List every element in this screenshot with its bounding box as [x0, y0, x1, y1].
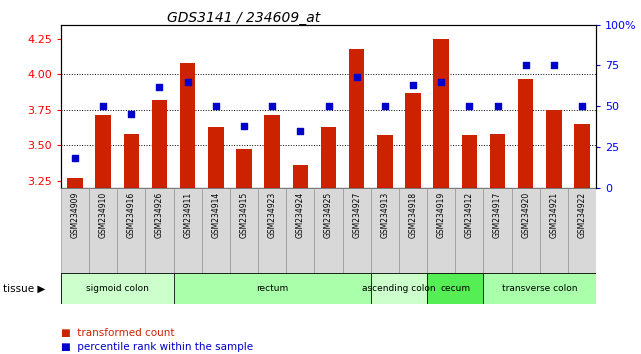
Point	[126, 112, 137, 117]
Bar	[230, 188, 258, 273]
Bar	[490, 134, 505, 188]
Bar	[455, 188, 483, 273]
Bar	[568, 188, 596, 273]
Text: cecum: cecum	[440, 284, 470, 293]
Text: tissue ▶: tissue ▶	[3, 284, 46, 293]
Text: transverse colon: transverse colon	[502, 284, 578, 293]
Bar	[61, 273, 174, 304]
Bar	[370, 273, 427, 304]
Point	[296, 128, 306, 133]
Point	[520, 63, 531, 68]
Text: GSM234916: GSM234916	[127, 192, 136, 238]
Point	[464, 103, 474, 109]
Text: GSM234910: GSM234910	[99, 192, 108, 238]
Bar	[483, 273, 596, 304]
Point	[239, 123, 249, 129]
Bar	[292, 165, 308, 188]
Point	[183, 79, 193, 85]
Text: GSM234923: GSM234923	[268, 192, 277, 238]
Bar	[349, 49, 365, 188]
Bar	[405, 93, 420, 188]
Bar	[462, 135, 477, 188]
Bar	[61, 188, 89, 273]
Text: GSM234912: GSM234912	[465, 192, 474, 238]
Point	[549, 63, 559, 68]
Bar	[483, 188, 512, 273]
Bar	[342, 188, 370, 273]
Bar	[427, 273, 483, 304]
Bar	[180, 63, 196, 188]
Bar	[96, 115, 111, 188]
Bar	[67, 178, 83, 188]
Text: GSM234911: GSM234911	[183, 192, 192, 238]
Point	[436, 79, 446, 85]
Text: rectum: rectum	[256, 284, 288, 293]
Text: GSM234922: GSM234922	[578, 192, 587, 238]
Text: ■  transformed count: ■ transformed count	[61, 328, 174, 338]
Text: GSM234921: GSM234921	[549, 192, 558, 238]
Bar	[546, 110, 562, 188]
Text: ascending colon: ascending colon	[362, 284, 436, 293]
Point	[70, 155, 80, 161]
Bar	[202, 188, 230, 273]
Bar	[174, 188, 202, 273]
Point	[98, 103, 108, 109]
Point	[211, 103, 221, 109]
Bar	[427, 188, 455, 273]
Text: GSM234924: GSM234924	[296, 192, 305, 238]
Bar	[540, 188, 568, 273]
Bar	[574, 124, 590, 188]
Point	[324, 103, 334, 109]
Bar	[174, 273, 370, 304]
Point	[154, 84, 165, 90]
Bar	[370, 188, 399, 273]
Bar	[315, 188, 342, 273]
Bar	[433, 39, 449, 188]
Bar	[208, 127, 224, 188]
Point	[492, 103, 503, 109]
Text: ■  percentile rank within the sample: ■ percentile rank within the sample	[61, 342, 253, 352]
Bar	[512, 188, 540, 273]
Text: GSM234917: GSM234917	[493, 192, 502, 238]
Point	[408, 82, 418, 88]
Bar	[124, 134, 139, 188]
Bar	[117, 188, 146, 273]
Bar	[399, 188, 427, 273]
Bar	[287, 188, 315, 273]
Text: GDS3141 / 234609_at: GDS3141 / 234609_at	[167, 11, 320, 25]
Bar	[152, 100, 167, 188]
Text: GSM234919: GSM234919	[437, 192, 445, 238]
Text: GSM234925: GSM234925	[324, 192, 333, 238]
Bar	[146, 188, 174, 273]
Text: GSM234913: GSM234913	[380, 192, 389, 238]
Text: GSM234909: GSM234909	[71, 192, 79, 238]
Text: GSM234915: GSM234915	[240, 192, 249, 238]
Text: GSM234927: GSM234927	[352, 192, 361, 238]
Bar	[89, 188, 117, 273]
Bar	[237, 149, 252, 188]
Text: GSM234918: GSM234918	[408, 192, 417, 238]
Bar	[320, 127, 337, 188]
Text: GSM234926: GSM234926	[155, 192, 164, 238]
Bar	[518, 79, 533, 188]
Text: GSM234914: GSM234914	[212, 192, 221, 238]
Point	[379, 103, 390, 109]
Bar	[265, 115, 280, 188]
Text: GSM234920: GSM234920	[521, 192, 530, 238]
Bar	[258, 188, 287, 273]
Point	[267, 103, 278, 109]
Point	[351, 74, 362, 80]
Point	[577, 103, 587, 109]
Text: sigmoid colon: sigmoid colon	[86, 284, 149, 293]
Bar	[377, 135, 392, 188]
